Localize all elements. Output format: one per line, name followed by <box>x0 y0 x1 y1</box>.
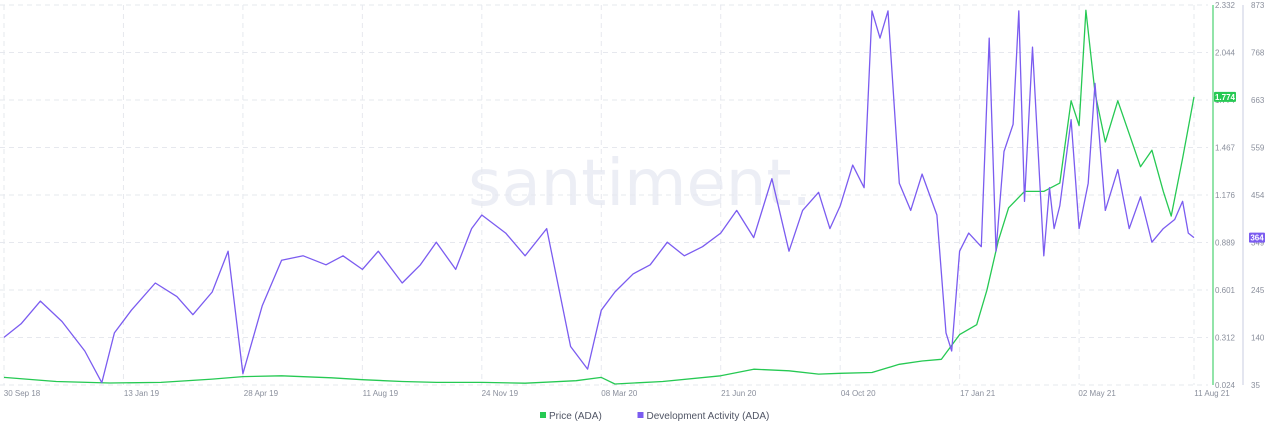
y-left-tick-label: 2.044 <box>1215 49 1236 58</box>
legend-label-activity[interactable]: Development Activity (ADA) <box>647 411 770 422</box>
y-right-tick-label: 140 <box>1251 334 1265 343</box>
y-right-tick-label: 35 <box>1251 381 1260 390</box>
y-right-tick-label: 873 <box>1251 1 1265 10</box>
watermark-text: santiment. <box>468 147 812 221</box>
y-left-tick-label: 0.312 <box>1215 334 1236 343</box>
legend-label-price[interactable]: Price (ADA) <box>549 411 602 422</box>
x-tick-label: 17 Jan 21 <box>960 389 996 398</box>
x-tick-label: 08 Mar 20 <box>601 389 638 398</box>
y-left-tick-label: 0.601 <box>1215 286 1236 295</box>
price-last-value-label: 1.774 <box>1215 93 1236 102</box>
x-tick-label: 13 Jan 19 <box>124 389 160 398</box>
y-right-tick-label: 454 <box>1251 191 1265 200</box>
x-tick-label: 30 Sep 18 <box>4 389 41 398</box>
y-right-tick-label: 559 <box>1251 144 1265 153</box>
x-tick-label: 04 Oct 20 <box>841 389 876 398</box>
legend-swatch-activity[interactable] <box>637 412 644 418</box>
legend-swatch-price[interactable] <box>540 412 546 418</box>
activity-last-value-badge <box>1249 232 1265 243</box>
y-right-tick-label: 245 <box>1251 286 1265 295</box>
x-tick-label: 24 Nov 19 <box>482 389 519 398</box>
y-right-tick-label: 663 <box>1251 96 1265 105</box>
price-series-line <box>3 9 1195 385</box>
y-right-tick-label: 768 <box>1251 49 1265 58</box>
x-tick-label: 11 Aug 19 <box>363 389 399 398</box>
x-tick-label: 11 Aug 21 <box>1194 389 1230 398</box>
activity-last-value-label: 364 <box>1250 234 1264 243</box>
y-left-tick-label: 0.024 <box>1215 381 1236 390</box>
y-left-tick-label: 1.467 <box>1215 144 1236 153</box>
y-left-tick-label: 2.332 <box>1215 1 1236 10</box>
price-last-value-badge <box>1214 91 1236 102</box>
x-tick-label: 02 May 21 <box>1078 389 1116 398</box>
x-tick-label: 21 Jun 20 <box>721 389 757 398</box>
y-right-tick-label: 349 <box>1251 239 1265 248</box>
activity-series-line <box>3 10 1195 384</box>
y-left-tick-label: 0.889 <box>1215 239 1236 248</box>
y-left-tick-label: 1.176 <box>1215 191 1236 200</box>
x-tick-label: 28 Apr 19 <box>244 389 279 398</box>
